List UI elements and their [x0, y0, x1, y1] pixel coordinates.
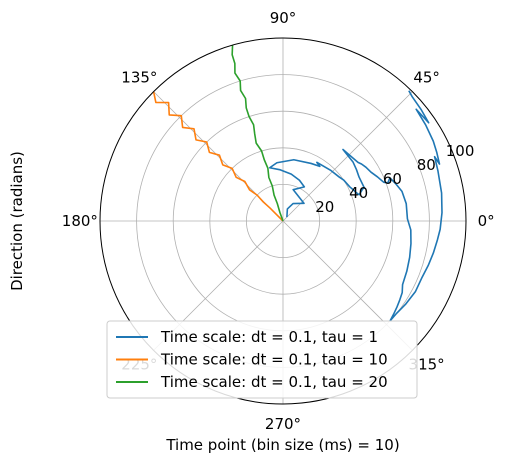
theta-tick-label: 45°	[413, 68, 440, 86]
theta-tick-label: 315°	[409, 356, 445, 374]
theta-tick-label: 135°	[121, 68, 157, 86]
series-layer	[152, 45, 443, 322]
series-line-1	[268, 90, 443, 322]
legend-label-3: Time scale: dt = 0.1, tau = 20	[160, 373, 388, 391]
series-line-2	[152, 91, 284, 222]
polar-outer-ring	[99, 37, 467, 405]
y-axis-label: Direction (radians)	[8, 151, 26, 291]
radial-tick-label: 20	[315, 198, 334, 216]
theta-tick-label: 0°	[478, 212, 495, 230]
theta-tick-label: 270°	[265, 415, 301, 433]
legend: Time scale: dt = 0.1, tau = 1 Time scale:…	[106, 320, 418, 399]
radial-tick-labels: 20 40 60 80 100	[315, 142, 474, 216]
theta-tick-label: 90°	[270, 9, 297, 27]
legend-label-2: Time scale: dt = 0.1, tau = 10	[160, 351, 388, 369]
radial-tick-label: 100	[446, 142, 475, 160]
radial-tick-label: 60	[383, 170, 402, 188]
theta-tick-label: 180°	[62, 212, 98, 230]
radial-tick-label: 40	[349, 184, 368, 202]
series-line-3	[231, 45, 284, 222]
x-axis-label: Time point (bin size (ms) = 10)	[165, 436, 399, 454]
radial-tick-label: 80	[417, 156, 436, 174]
legend-box	[106, 320, 418, 399]
legend-label-1: Time scale: dt = 0.1, tau = 1	[160, 328, 378, 346]
